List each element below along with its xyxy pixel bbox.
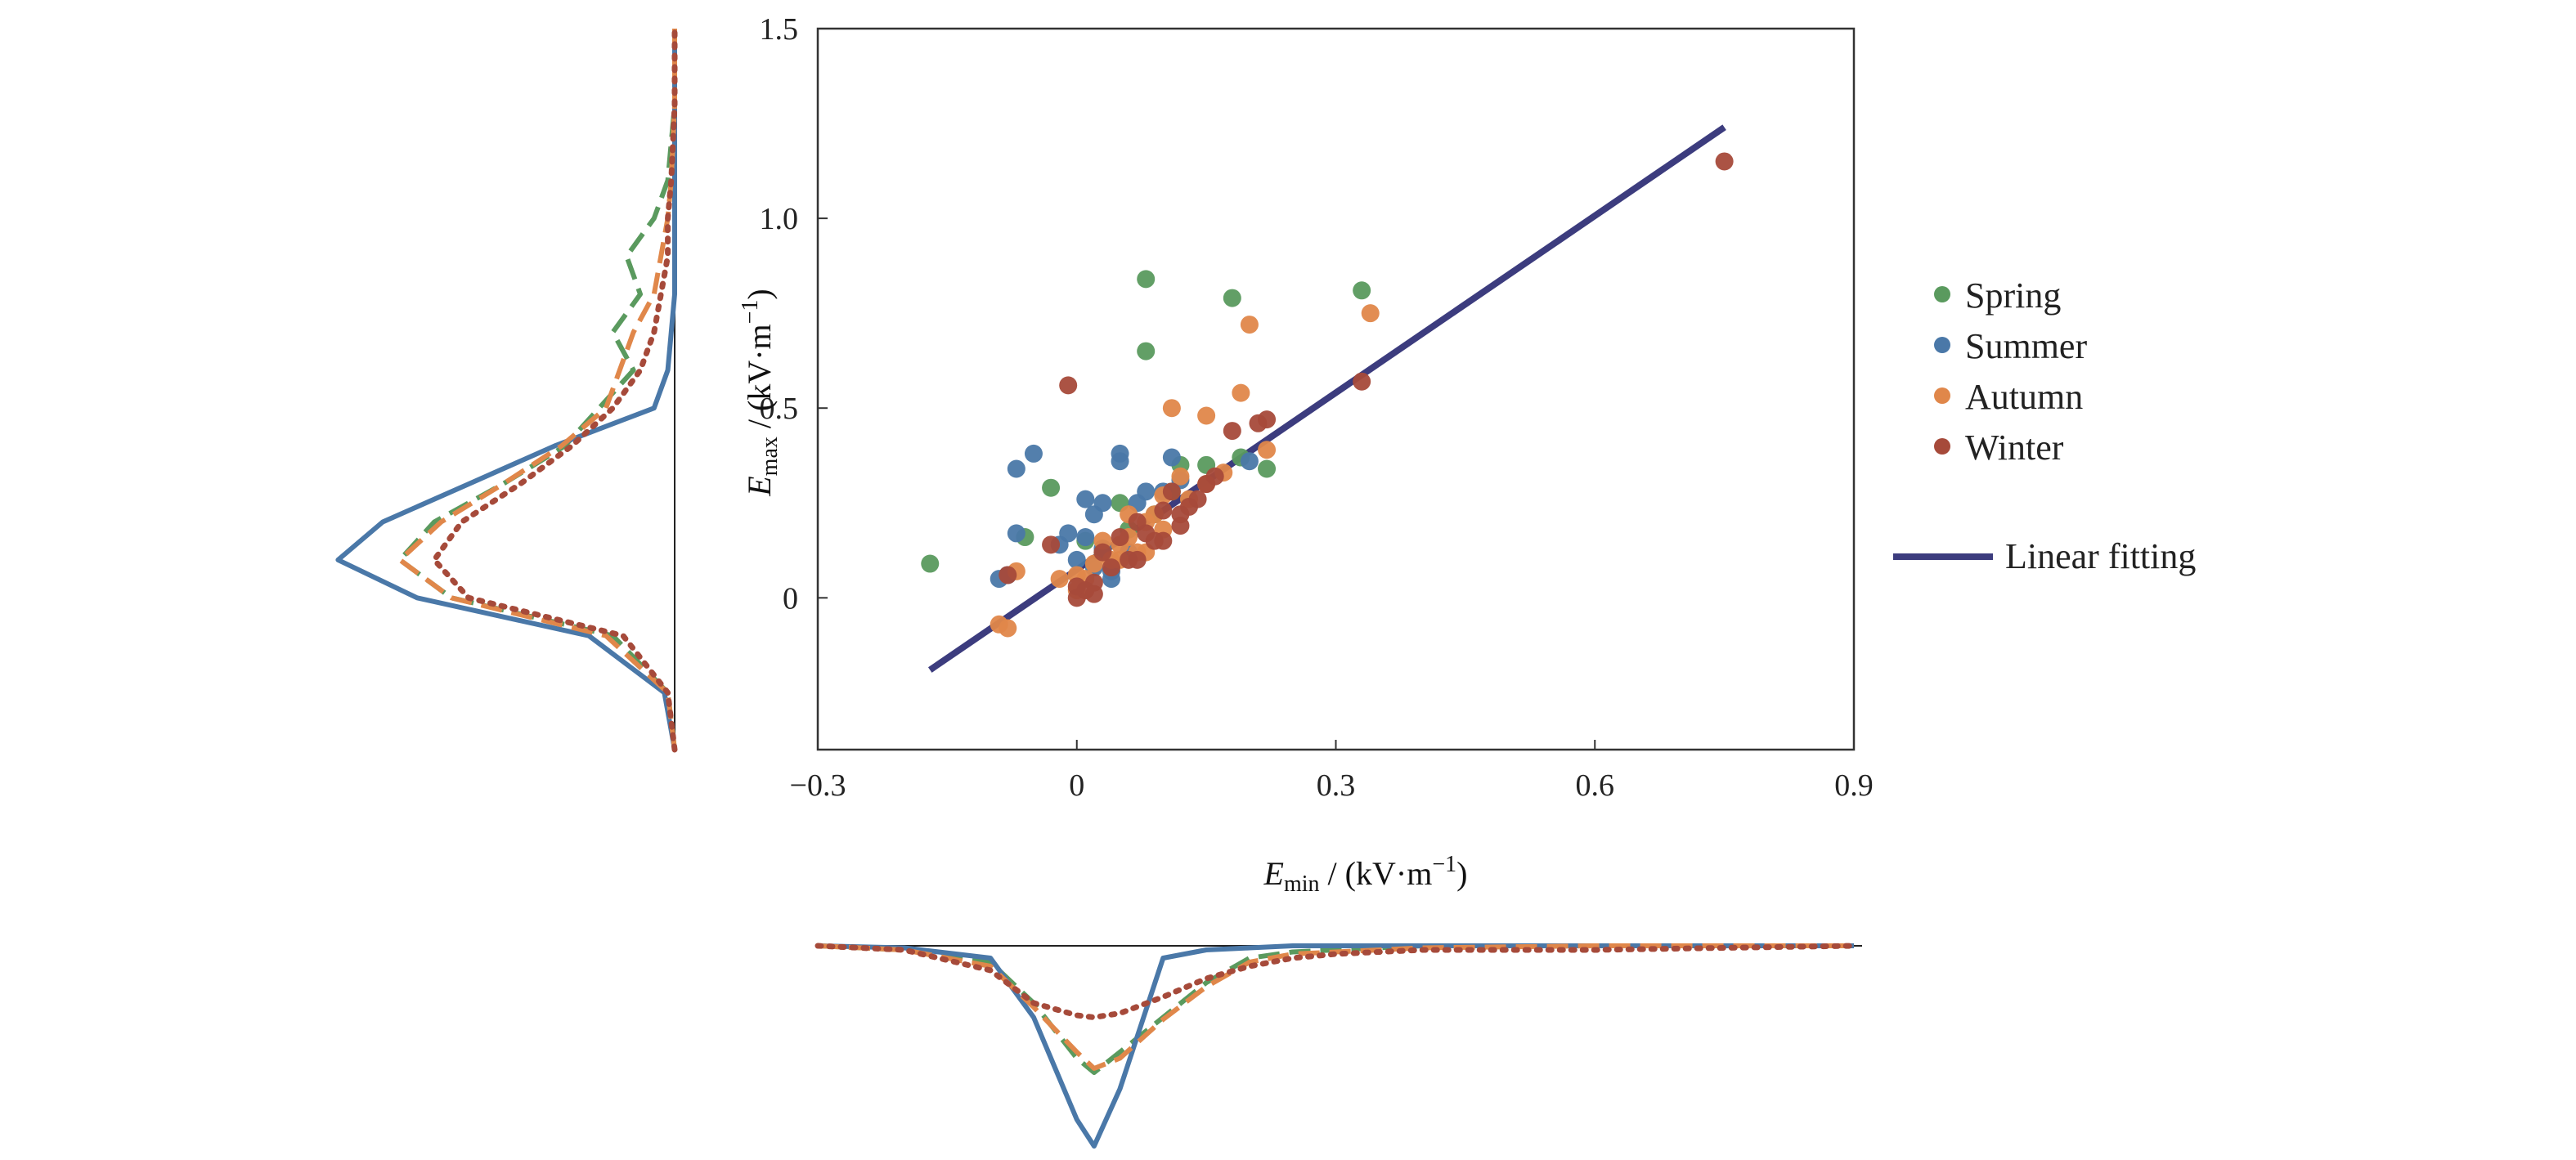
data-point-spring: [1258, 459, 1277, 478]
legend-label-autumn: Autumn: [1965, 377, 2083, 417]
data-point-summer: [1024, 444, 1043, 463]
data-point-winter: [1188, 490, 1207, 508]
legend-marker-winter: [1934, 438, 1950, 455]
data-point-winter: [1154, 501, 1173, 520]
x-tick-label: 0.6: [1576, 768, 1615, 803]
data-point-summer: [1076, 528, 1095, 547]
data-point-autumn: [1162, 399, 1181, 418]
data-point-autumn: [1361, 304, 1380, 323]
data-point-summer: [1059, 524, 1078, 543]
data-point-winter: [1258, 410, 1277, 429]
legend-label-winter: Winter: [1965, 428, 2064, 468]
data-point-winter: [1067, 577, 1086, 596]
data-point-winter: [1353, 372, 1371, 391]
data-point-winter: [1084, 584, 1103, 603]
x-density-curve-winter: [815, 943, 1857, 1020]
legend-marker-summer: [1934, 337, 1950, 353]
x-tick-label: 0: [1069, 768, 1084, 803]
y-marginal-density: [335, 25, 678, 753]
y-tick-label: 0.5: [760, 392, 799, 426]
data-point-autumn: [1171, 467, 1190, 486]
data-point-winter: [1111, 528, 1129, 547]
data-point-winter: [1154, 531, 1173, 550]
y-density-curve-autumn: [397, 29, 677, 750]
x-marginal-density: [815, 943, 1862, 1149]
data-point-summer: [1007, 524, 1025, 543]
data-point-spring: [1042, 478, 1061, 497]
x-tick-label: 0.3: [1317, 768, 1356, 803]
data-point-spring: [1223, 289, 1241, 307]
y-tick-label: 1.0: [760, 202, 799, 236]
data-point-summer: [1007, 459, 1025, 478]
data-point-summer: [1093, 494, 1112, 513]
data-point-summer: [1076, 490, 1095, 508]
data-point-winter: [1042, 535, 1061, 554]
legend-marker-spring: [1934, 286, 1950, 302]
y-axis-ticks: 0 0.5 1.0 1.5: [760, 12, 828, 616]
y-density-curve-summer: [335, 29, 677, 750]
x-tick-label: −0.3: [790, 768, 846, 803]
data-point-winter: [1102, 558, 1120, 577]
data-point-winter: [1715, 152, 1734, 171]
x-density-curve-autumn: [817, 943, 1854, 1071]
x-axis-title: Emin / (kV·m−1): [1263, 852, 1468, 897]
x-axis-ticks: −0.3 0 0.3 0.6 0.9: [790, 740, 1874, 803]
x-density-curve-summer: [817, 943, 1854, 1149]
scatter-points: [921, 152, 1734, 638]
data-point-autumn: [1258, 441, 1277, 459]
data-point-summer: [1067, 550, 1086, 569]
legend-label-linear-fitting: Linear fitting: [2005, 536, 2196, 576]
y-density-curve-winter: [431, 25, 678, 753]
data-point-summer: [1240, 452, 1259, 471]
data-point-spring: [1137, 270, 1156, 289]
data-point-autumn: [1050, 570, 1069, 589]
legend-label-spring: Spring: [1965, 275, 2061, 316]
data-point-spring: [1137, 342, 1156, 361]
y-tick-label: 1.5: [760, 12, 799, 47]
data-point-winter: [999, 566, 1017, 584]
legend-label-summer: Summer: [1965, 326, 2087, 366]
data-point-winter: [1093, 543, 1112, 562]
data-point-autumn: [1197, 406, 1216, 425]
data-point-winter: [1059, 376, 1078, 395]
data-point-spring: [921, 554, 940, 573]
data-point-winter: [1128, 550, 1147, 569]
y-density-curve-spring: [397, 29, 677, 750]
data-point-autumn: [1240, 316, 1259, 334]
data-point-summer: [1137, 482, 1156, 501]
data-point-winter: [1171, 517, 1190, 535]
legend-marker-autumn: [1934, 387, 1950, 404]
y-axis-title: Emax / (kV·m−1): [738, 289, 783, 497]
y-tick-label: 0: [783, 581, 798, 616]
legend: Spring Summer Autumn Winter Linear fitting: [1893, 275, 2196, 576]
data-point-autumn: [999, 619, 1017, 638]
data-point-winter: [1205, 467, 1224, 486]
x-tick-label: 0.9: [1834, 768, 1874, 803]
data-point-winter: [1223, 422, 1241, 441]
data-point-spring: [1353, 281, 1371, 300]
data-point-autumn: [1232, 383, 1250, 402]
data-point-summer: [1162, 448, 1181, 467]
data-point-winter: [1162, 482, 1181, 501]
data-point-summer: [1111, 452, 1129, 471]
